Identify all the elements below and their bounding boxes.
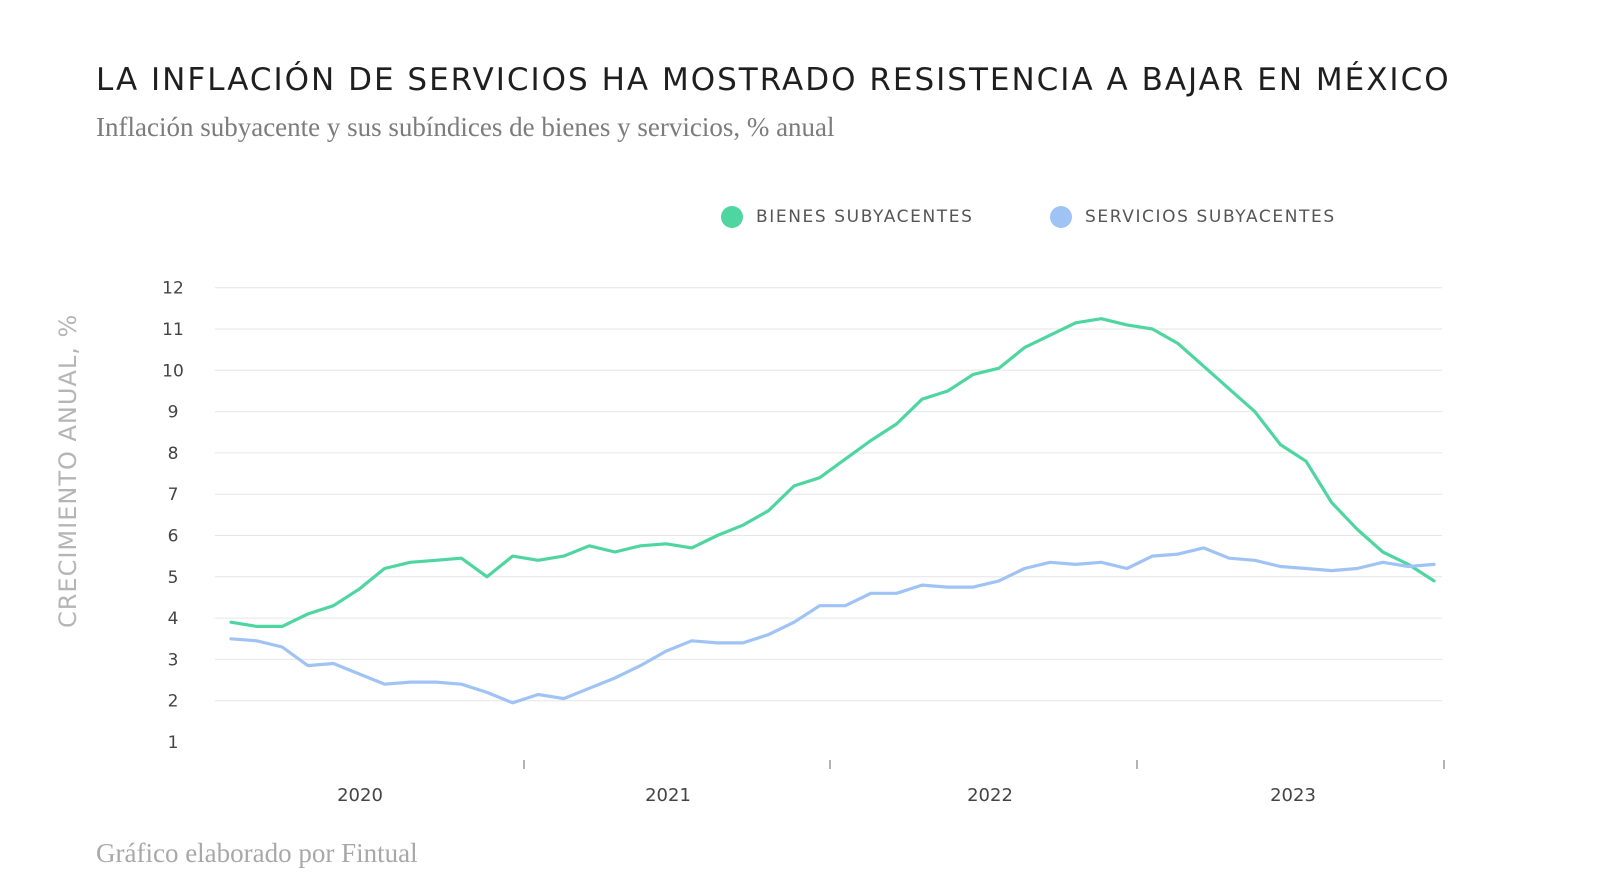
chart-subtitle: Inflación subyacente y sus subíndices de… [96, 112, 835, 142]
series-line-servicios [229, 546, 1436, 705]
y-tick-label-10: 10 [162, 361, 184, 381]
y-tick-label-4: 4 [168, 609, 179, 629]
legend-dot-bienes [721, 206, 743, 228]
y-tick-label-9: 9 [168, 403, 179, 423]
chart-title: LA INFLACIÓN DE SERVICIOS HA MOSTRADO RE… [96, 62, 1451, 98]
chart-footer: Gráfico elaborado por Fintual [96, 838, 418, 868]
y-tick-label-1: 1 [168, 733, 179, 753]
legend-label-servicios: SERVICIOS SUBYACENTES [1085, 207, 1336, 227]
series-line-bienes [229, 317, 1436, 629]
y-tick-label-6: 6 [168, 527, 179, 547]
x-tick-label-2022: 2022 [967, 785, 1013, 806]
y-tick-label-5: 5 [168, 568, 179, 588]
legend-item-servicios: SERVICIOS SUBYACENTES [1050, 206, 1336, 228]
x-tick-label-2021: 2021 [645, 785, 691, 806]
y-tick-label-7: 7 [168, 485, 179, 505]
legend-item-bienes: BIENES SUBYACENTES [721, 206, 973, 228]
x-tick-label-2020: 2020 [337, 785, 383, 806]
legend-label-bienes: BIENES SUBYACENTES [756, 207, 974, 227]
legend-dot-servicios [1050, 206, 1072, 228]
y-tick-label-8: 8 [168, 444, 179, 464]
x-tick-label-2023: 2023 [1270, 785, 1316, 806]
y-tick-label-3: 3 [168, 650, 179, 670]
y-tick-label-11: 11 [162, 320, 184, 340]
y-tick-label-2: 2 [168, 692, 179, 712]
y-tick-label-12: 12 [162, 279, 184, 299]
